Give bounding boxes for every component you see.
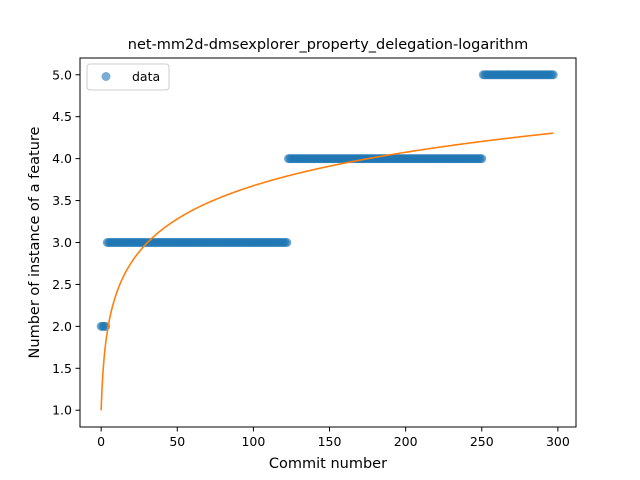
legend: data bbox=[86, 63, 170, 91]
y-tick-label: 4.0 bbox=[52, 151, 72, 166]
y-tick-label: 2.0 bbox=[52, 319, 72, 334]
y-tick-label: 1.5 bbox=[52, 361, 72, 376]
y-axis-ticks: 1.0 1.5 2.0 2.5 3.0 3.5 4.0 4.5 5.0 bbox=[52, 67, 80, 418]
legend-marker-data bbox=[101, 72, 111, 81]
legend-label-data: data bbox=[132, 69, 160, 84]
data-point bbox=[477, 154, 487, 164]
x-tick-label: 0 bbox=[97, 434, 105, 449]
x-tick-label: 50 bbox=[169, 434, 185, 449]
y-tick-label: 3.5 bbox=[52, 193, 72, 208]
x-tick-label: 250 bbox=[470, 434, 494, 449]
x-axis-ticks: 0 50 100 150 200 250 300 bbox=[97, 427, 570, 449]
y-tick-label: 4.5 bbox=[52, 109, 72, 124]
chart-title: net-mm2d-dmsexplorer_property_delegation… bbox=[128, 37, 528, 53]
x-tick-label: 100 bbox=[241, 434, 265, 449]
y-tick-label: 5.0 bbox=[52, 67, 72, 82]
y-tick-label: 1.0 bbox=[52, 403, 72, 418]
y-axis-label: Number of instance of a feature bbox=[27, 126, 43, 358]
fit-line bbox=[100, 132, 554, 411]
data-point bbox=[282, 238, 292, 247]
y-tick-label: 2.5 bbox=[52, 277, 72, 292]
x-axis-label: Commit number bbox=[269, 456, 387, 472]
data-point bbox=[548, 70, 558, 80]
plot-area bbox=[96, 70, 558, 411]
x-tick-label: 200 bbox=[394, 434, 418, 449]
x-tick-label: 300 bbox=[546, 434, 570, 449]
x-tick-label: 150 bbox=[318, 434, 342, 449]
legend-box bbox=[86, 63, 170, 91]
y-tick-label: 3.0 bbox=[52, 235, 72, 250]
